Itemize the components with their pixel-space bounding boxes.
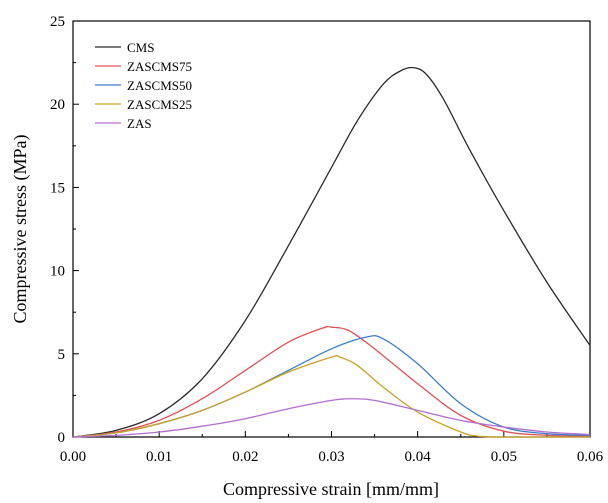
legend-label: ZAS (127, 116, 152, 131)
series-layer (72, 66, 591, 438)
series-line-zascms25 (72, 355, 590, 438)
legend: CMS ZASCMS75 ZASCMS50 ZASCMS25 ZAS (95, 40, 192, 131)
y-tick-label: 20 (50, 97, 65, 113)
y-axis-title: Compressive stress (MPa) (10, 135, 31, 324)
x-tick-label: 0.01 (146, 449, 172, 465)
series-line-cms (72, 66, 591, 438)
x-tick-label: 0.02 (232, 449, 258, 465)
y-tick-label: 25 (50, 14, 65, 30)
series-line-zascms75 (72, 325, 591, 438)
x-tick-label: 0.03 (318, 449, 344, 465)
legend-label: CMS (127, 40, 154, 55)
legend-label: ZASCMS50 (127, 78, 192, 93)
legend-label: ZASCMS25 (127, 97, 192, 112)
legend-label: ZASCMS75 (127, 59, 192, 74)
axis-ticks: 0.00 0.01 0.02 0.03 0.04 0.05 0.06 0 5 10 15 20 25 (50, 14, 604, 465)
y-tick-label: 5 (58, 347, 66, 363)
x-axis-title: Compressive strain [mm/mm] (223, 479, 439, 499)
x-tick-label: 0.06 (577, 449, 604, 465)
series-line-zascms50 (72, 335, 591, 438)
y-tick-label: 0 (58, 430, 66, 446)
x-tick-label: 0.05 (491, 449, 517, 465)
x-tick-label: 0.00 (60, 449, 86, 465)
series-line-zas (72, 398, 591, 438)
y-tick-label: 10 (50, 264, 65, 280)
x-tick-label: 0.04 (405, 449, 432, 465)
y-tick-label: 15 (50, 180, 65, 196)
